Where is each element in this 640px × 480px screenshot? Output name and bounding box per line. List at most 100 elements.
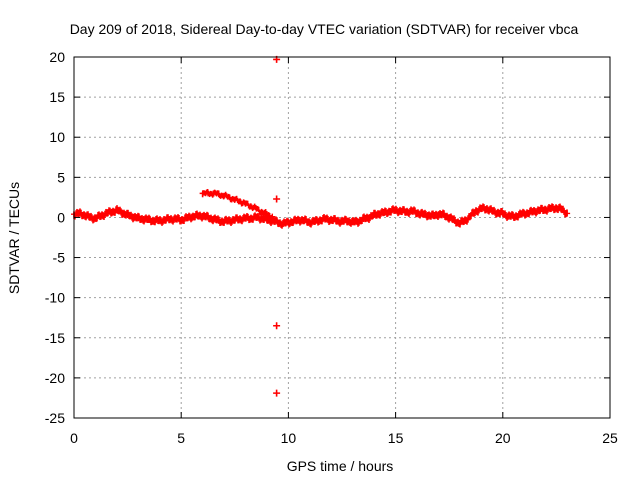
data-point	[183, 215, 190, 222]
data-point	[349, 219, 356, 226]
y-tick-label: -15	[45, 330, 65, 346]
data-point	[558, 206, 565, 213]
data-point	[542, 206, 549, 213]
data-point	[440, 212, 447, 219]
data-point	[430, 212, 437, 219]
data-point	[483, 205, 490, 212]
data-point	[339, 218, 345, 225]
data-point	[317, 216, 324, 223]
data-point	[537, 207, 544, 214]
x-tick-label: 20	[495, 430, 511, 446]
data-point	[414, 209, 421, 216]
data-point	[521, 210, 528, 217]
data-point	[221, 192, 228, 199]
data-point	[446, 214, 453, 221]
data-point	[178, 216, 185, 223]
data-point	[322, 216, 329, 223]
chart-title: Day 209 of 2018, Sidereal Day-to-day VTE…	[70, 21, 579, 37]
data-point	[397, 208, 404, 215]
data-point	[263, 216, 270, 223]
data-point	[499, 210, 506, 217]
data-point	[231, 216, 238, 223]
data-point	[124, 212, 131, 219]
data-point	[226, 194, 233, 201]
data-point	[467, 212, 474, 219]
x-tick-label: 15	[388, 430, 404, 446]
data-point	[226, 217, 233, 224]
data-point	[473, 208, 479, 215]
data-point	[381, 209, 388, 216]
data-point	[371, 212, 378, 219]
data-point	[419, 211, 426, 218]
outlier-point	[273, 195, 281, 203]
data-point	[237, 198, 244, 205]
data-point	[376, 210, 383, 217]
data-point	[215, 191, 222, 198]
data-point	[435, 211, 442, 218]
data-point	[408, 208, 415, 215]
data-point	[199, 212, 206, 219]
data-point	[548, 205, 555, 212]
grid-layer	[74, 57, 610, 418]
y-tick-label: -25	[45, 410, 65, 426]
data-point	[392, 207, 399, 214]
data-point	[510, 213, 517, 220]
data-point	[119, 209, 126, 216]
data-point	[92, 215, 99, 222]
y-tick-label: -10	[45, 290, 65, 306]
x-axis-label: GPS time / hours	[287, 458, 394, 474]
data-point	[146, 216, 153, 223]
data-point	[263, 211, 270, 218]
data-point	[328, 216, 335, 223]
data-point	[531, 208, 538, 215]
data-point	[494, 209, 501, 216]
y-axis-label: SDTVAR / TECUs	[6, 182, 22, 294]
data-point	[87, 214, 94, 221]
data-point	[172, 216, 179, 223]
data-point	[290, 218, 297, 225]
data-point	[103, 210, 110, 217]
data-point	[312, 218, 319, 225]
data-point	[97, 212, 104, 219]
data-point	[205, 190, 211, 197]
data-point	[242, 200, 249, 207]
data-point	[489, 208, 496, 215]
data-point	[215, 217, 222, 224]
data-point	[108, 208, 115, 215]
outlier-point	[273, 322, 281, 330]
data-point	[301, 217, 308, 224]
data-point	[81, 212, 88, 219]
data-point	[156, 217, 163, 224]
data-point	[333, 217, 340, 224]
data-point	[210, 190, 217, 197]
plot-frame	[73, 56, 611, 419]
data-point	[242, 215, 249, 222]
data-point	[151, 217, 158, 224]
data-point	[135, 215, 142, 222]
data-point	[76, 210, 83, 217]
data-point	[344, 217, 351, 224]
data-point	[296, 216, 303, 223]
tick-layer: 0 5 10 15 20 25 -25 -20 -15 -10 -5 0 5 10 15 20	[45, 49, 618, 446]
series-sdtvar-upper-branch	[199, 188, 276, 221]
x-tick-label: 25	[602, 430, 618, 446]
data-layer	[71, 55, 571, 397]
data-point	[188, 213, 195, 220]
data-point	[247, 203, 254, 210]
x-tick-label: 5	[177, 430, 185, 446]
data-point	[269, 213, 276, 220]
data-point	[113, 207, 120, 214]
data-point	[526, 209, 533, 216]
data-point	[387, 208, 394, 215]
data-point	[237, 216, 244, 223]
data-point	[306, 219, 313, 226]
data-point	[221, 218, 228, 225]
data-point	[140, 216, 147, 223]
data-point	[258, 208, 265, 215]
x-tick-label: 0	[70, 430, 78, 446]
y-tick-label: 0	[57, 209, 65, 225]
y-tick-label: 10	[49, 129, 65, 145]
data-point	[365, 214, 372, 221]
